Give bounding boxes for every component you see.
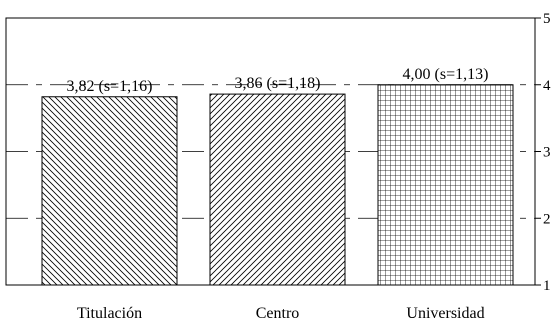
y-tick-label-1: 1 (543, 278, 551, 294)
bar-centro (209, 93, 346, 286)
category-label-centro: Centro (256, 305, 300, 322)
value-label-0: 3,82 (s=1,16) (67, 78, 153, 95)
category-label-universidad: Universidad (406, 305, 484, 322)
y-tick-label-4: 4 (543, 78, 551, 94)
y-tick-label-2: 2 (543, 211, 551, 227)
value-label-1: 3,86 (s=1,18) (235, 75, 321, 92)
y-axis: 1 2 3 4 5 (535, 11, 551, 294)
y-tick-label-5: 5 (543, 11, 551, 27)
value-label-2: 4,00 (s=1,13) (403, 66, 489, 83)
labels-layer: 3,82 (s=1,16) 3,86 (s=1,18) 4,00 (s=1,13) T… (67, 66, 489, 322)
bars-layer (41, 84, 514, 286)
category-label-titulación: Titulación (77, 305, 142, 322)
bar-titulación (41, 96, 178, 286)
bar-universidad (377, 84, 514, 286)
y-tick-label-3: 3 (543, 145, 551, 161)
